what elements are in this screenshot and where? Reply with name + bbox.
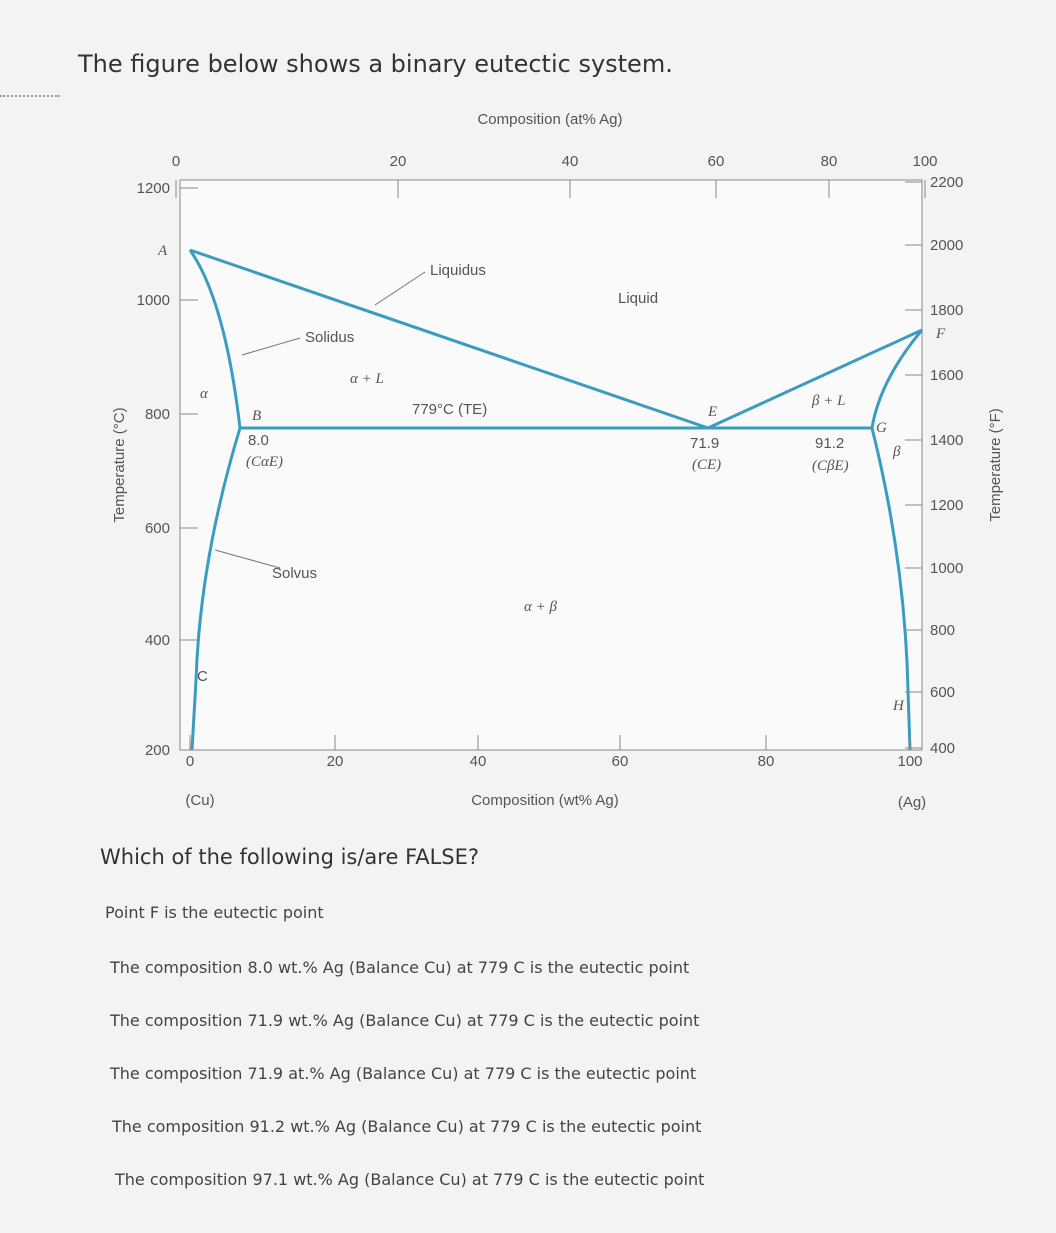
left-tick-label: 800 [145,406,170,423]
top-tick-label: 20 [390,153,407,170]
diagram-label: 71.9 [690,435,719,452]
question-prompt: Which of the following is/are FALSE? [100,845,480,869]
answer-option[interactable]: The composition 97.1 wt.% Ag (Balance Cu… [115,1170,705,1189]
right-tick-label: 600 [930,684,955,701]
bottom-left-end: (Cu) [185,792,214,809]
top-tick-label: 100 [912,153,937,170]
left-tick-label: 1200 [137,180,170,197]
diagram-label: F [935,326,946,342]
top-tick-label: 80 [821,153,838,170]
diagram-label: α + L [350,371,384,387]
top-tick-label: 60 [708,153,725,170]
bottom-right-end: (Ag) [898,794,926,811]
answer-option[interactable]: The composition 91.2 wt.% Ag (Balance Cu… [112,1117,702,1136]
solidus-line [188,249,242,429]
top-tick-label: 0 [172,153,180,170]
solvus-left [190,427,242,751]
bottom-tick-label: 80 [758,753,775,770]
right-tick-label: 1000 [930,560,963,577]
right-tick-label: 800 [930,622,955,639]
pointers [214,271,426,569]
bottom-tick-label: 40 [470,753,487,770]
divider [0,95,60,97]
diagram-label: C [197,668,208,685]
diagram-label: A [157,243,168,259]
diagram-label: H [892,698,905,714]
diagram-label: α [200,386,209,402]
right-tick-label: 2200 [930,174,963,191]
right-tick-label: 1800 [930,302,963,319]
bottom-tick-label: 60 [612,753,629,770]
bottom-axis-label: Composition (wt% Ag) [471,792,619,809]
diagram-label: E [707,404,717,420]
diagram-label: Liquidus [430,262,486,279]
diagram-label: Solidus [305,329,354,346]
top-axis-label: Composition (at% Ag) [477,111,622,128]
diagram-label: 8.0 [248,432,269,449]
diagram-label: (CβE) [812,458,849,474]
answer-option[interactable]: The composition 71.9 at.% Ag (Balance Cu… [110,1064,697,1083]
bottom-tick-label: 20 [327,753,344,770]
bottom-tick-label: 0 [186,753,194,770]
answer-option[interactable]: The composition 8.0 wt.% Ag (Balance Cu)… [110,958,690,977]
right-axis-label: Temperature (°F) [987,408,1004,522]
left-tick-label: 200 [145,742,170,759]
phase-diagram: Composition (at% Ag) Composition (wt% Ag… [111,111,1004,811]
right-tick-label: 1200 [930,497,963,514]
right-tick-label: 400 [930,740,955,757]
diagram-label: β [892,444,901,460]
answer-option[interactable]: The composition 71.9 wt.% Ag (Balance Cu… [110,1011,700,1030]
plot-frame [179,179,923,751]
diagram-label: Solvus [272,565,317,582]
left-axis-label: Temperature (°C) [111,407,128,522]
title: The figure below shows a binary eutectic… [78,50,673,78]
left-tick-label: 600 [145,520,170,537]
right-tick-label: 1400 [930,432,963,449]
right-tick-label: 1600 [930,367,963,384]
solvus-right [870,329,924,751]
diagram-label: G [876,420,887,436]
diagram-label: α + β [524,599,557,615]
diagram-label: B [252,408,261,424]
phase-lines [188,248,924,751]
diagram-label: β + L [811,393,845,409]
bottom-tick-label: 100 [897,753,922,770]
diagram-label: (CE) [692,457,721,473]
diagram-label: (CαE) [246,454,283,470]
left-tick-label: 1000 [137,292,170,309]
right-tick-label: 2000 [930,237,963,254]
top-tick-label: 40 [562,153,579,170]
diagram-label: Liquid [618,290,658,307]
answer-option[interactable]: Point F is the eutectic point [105,903,324,922]
diagram-label: 779°C (TE) [412,401,487,418]
left-tick-label: 400 [145,632,170,649]
diagram-label: 91.2 [815,435,844,452]
